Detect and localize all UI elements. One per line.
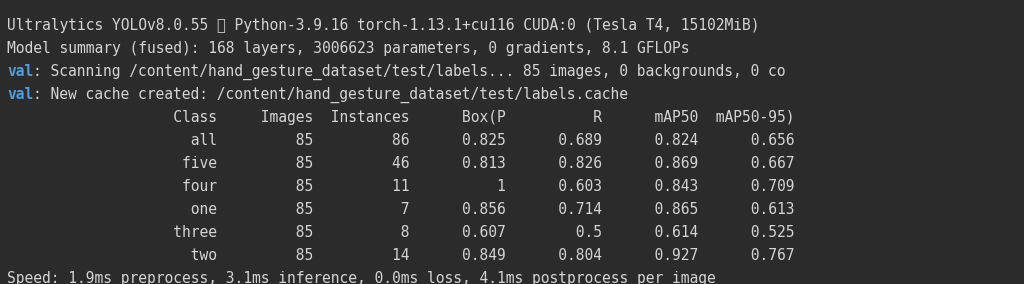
Text: Speed: 1.9ms preprocess, 3.1ms inference, 0.0ms loss, 4.1ms postprocess per imag: Speed: 1.9ms preprocess, 3.1ms inference… bbox=[7, 271, 716, 284]
Text: Class     Images  Instances      Box(P          R      mAP50  mAP50-95): Class Images Instances Box(P R mAP50 mAP… bbox=[7, 110, 795, 125]
Text: val: val bbox=[7, 87, 33, 102]
Text: three         85          8      0.607        0.5      0.614      0.525: three 85 8 0.607 0.5 0.614 0.525 bbox=[7, 225, 795, 240]
Text: : New cache created: /content/hand_gesture_dataset/test/labels.cache: : New cache created: /content/hand_gestu… bbox=[33, 86, 629, 103]
Text: : Scanning /content/hand_gesture_dataset/test/labels... 85 images, 0 backgrounds: : Scanning /content/hand_gesture_dataset… bbox=[33, 63, 785, 80]
Text: all         85         86      0.825      0.689      0.824      0.656: all 85 86 0.825 0.689 0.824 0.656 bbox=[7, 133, 795, 148]
Text: five         85         46      0.813      0.826      0.869      0.667: five 85 46 0.813 0.826 0.869 0.667 bbox=[7, 156, 795, 171]
Text: one         85          7      0.856      0.714      0.865      0.613: one 85 7 0.856 0.714 0.865 0.613 bbox=[7, 202, 795, 217]
Text: four         85         11          1      0.603      0.843      0.709: four 85 11 1 0.603 0.843 0.709 bbox=[7, 179, 795, 194]
Text: two         85         14      0.849      0.804      0.927      0.767: two 85 14 0.849 0.804 0.927 0.767 bbox=[7, 248, 795, 263]
Text: Model summary (fused): 168 layers, 3006623 parameters, 0 gradients, 8.1 GFLOPs: Model summary (fused): 168 layers, 30066… bbox=[7, 41, 689, 56]
Text: Ultralytics YOLOv8.0.55 🚀 Python-3.9.16 torch-1.13.1+cu116 CUDA:0 (Tesla T4, 151: Ultralytics YOLOv8.0.55 🚀 Python-3.9.16 … bbox=[7, 18, 760, 33]
Text: val: val bbox=[7, 64, 33, 79]
